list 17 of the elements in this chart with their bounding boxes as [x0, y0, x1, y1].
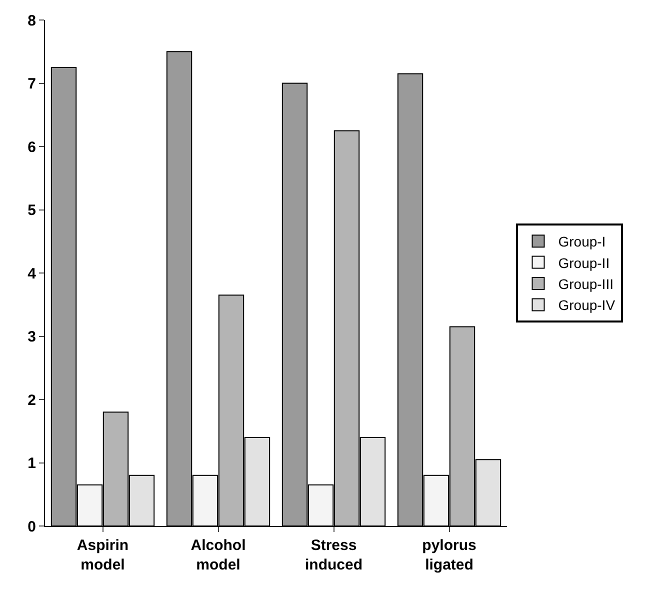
y-tick-label: 8	[28, 12, 36, 30]
x-tick-label: pylorus ligated	[422, 537, 476, 574]
y-tick-label: 1	[28, 455, 36, 472]
x-tick-label: Alcohol model	[190, 537, 246, 574]
x-tick-label: Aspirin model	[76, 537, 129, 574]
y-tick-label: 7	[28, 76, 36, 92]
y-tick-label: 4	[28, 265, 37, 282]
legend-label: Group-II	[558, 254, 610, 271]
y-tick-label: 3	[28, 328, 36, 346]
legend-label: Group-III	[558, 276, 614, 292]
y-tick-label: 0	[28, 518, 36, 536]
legend-label: Group-I	[558, 234, 606, 250]
y-tick-label: 6	[28, 138, 36, 156]
y-tick-label: 2	[28, 392, 36, 409]
legend-label: Group-IV	[558, 297, 616, 314]
y-tick-label: 5	[28, 202, 36, 219]
x-tick-label: Stress induced	[304, 537, 363, 574]
